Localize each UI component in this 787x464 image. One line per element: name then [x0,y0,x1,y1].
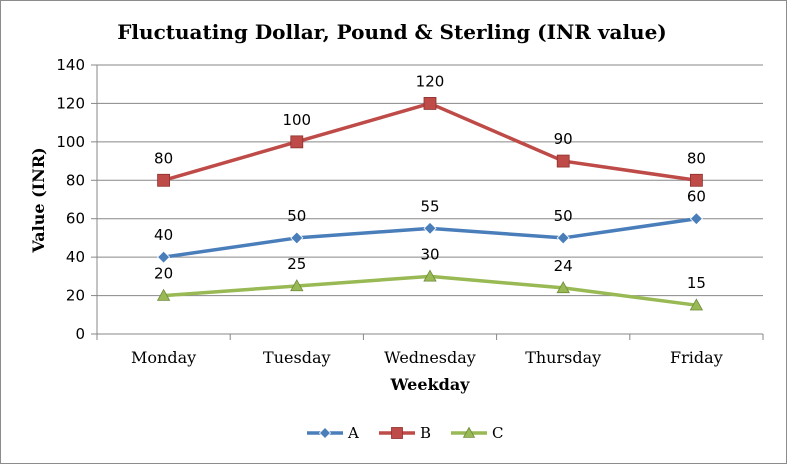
data-label-b: 120 [416,72,445,90]
data-label-c: 24 [554,257,573,275]
data-point-b [556,154,570,168]
y-tick-label: 120 [56,94,85,112]
data-label-b: 90 [554,130,573,148]
y-tick-label: 40 [66,248,85,266]
data-point-a [157,250,171,264]
data-label-a: 40 [154,226,173,244]
legend: A B C [307,424,503,442]
x-tick-label: Tuesday [263,348,330,367]
y-tick-label: 60 [66,210,85,228]
axes [91,64,764,340]
data-point-b [290,135,304,149]
data-point-c [156,288,171,301]
data-point-a [689,212,703,226]
data-point-c [423,269,437,282]
data-label-c: 30 [420,245,439,263]
y-tick-label: 80 [66,171,85,189]
data-point-b [690,173,703,187]
x-tick-label: Friday [670,348,723,367]
data-label-a: 50 [287,207,306,225]
data-point-b [423,97,437,110]
data-label-b: 80 [687,149,706,167]
chart-title: Fluctuating Dollar, Pound & Sterling (IN… [117,20,667,44]
x-tick-label: Wednesday [384,348,476,367]
legend-label-a: A [347,424,359,442]
data-label-c: 25 [287,255,306,273]
legend-marker-a [318,426,332,440]
data-label-a: 55 [420,197,439,215]
data-point-c [290,279,304,292]
data-point-c [556,281,570,294]
x-tick-label: Monday [131,348,196,367]
x-axis-ticks: Monday Tuesday Wednesday Thursday Friday [131,348,723,367]
y-tick-label: 140 [56,56,85,74]
data-label-b: 100 [282,111,311,129]
data-label-a: 60 [687,188,706,206]
data-point-a [423,221,437,235]
data-labels: 40 50 55 50 60 80 100 120 90 80 20 25 30 24 15 [154,72,706,292]
y-tick-label: 20 [66,287,85,305]
y-axis-label: Value (INR) [29,147,48,253]
data-point-b [157,173,171,187]
legend-marker-c [462,426,476,438]
legend-label-b: B [420,424,431,442]
data-point-a [290,231,304,245]
legend-label-c: C [492,424,503,442]
y-tick-label: 0 [75,325,85,343]
x-tick-label: Thursday [525,348,601,367]
legend-marker-b [391,427,403,439]
data-label-b: 80 [154,149,173,167]
data-label-c: 20 [154,265,173,283]
series-lines [156,97,704,311]
y-tick-label: 100 [56,133,85,151]
data-point-c [689,298,704,311]
x-axis-label: Weekday [390,375,471,394]
data-label-a: 50 [554,207,573,225]
data-label-c: 15 [687,274,706,292]
data-point-a [556,231,570,245]
y-axis-ticks: 0 20 40 60 80 100 120 140 [56,56,85,343]
